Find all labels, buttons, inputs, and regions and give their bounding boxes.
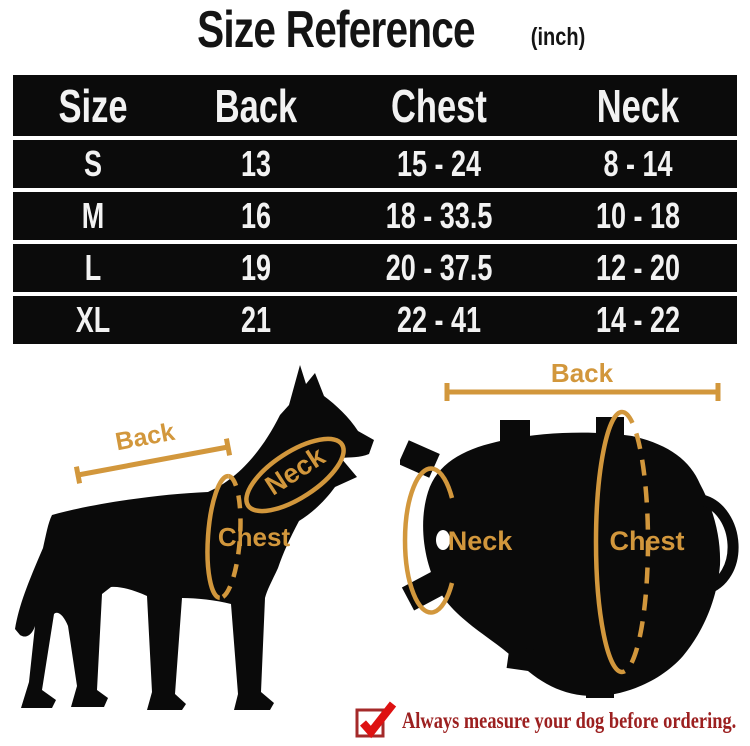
- title-text: Size Reference: [197, 1, 475, 59]
- checkbox-checked-icon: [355, 701, 397, 739]
- harness-top-strap-tab: [500, 420, 530, 444]
- title-unit: (inch): [530, 23, 586, 51]
- dog-chest-girth-dashed-arc: [219, 473, 243, 601]
- harness-chest-girth-solid-arc: [593, 409, 623, 675]
- dog-neck-girth-ellipse: [244, 436, 346, 514]
- page-title: Size Reference (inch): [0, 2, 750, 58]
- table-cell: 8 - 14: [603, 143, 673, 184]
- table-cell: L: [84, 247, 102, 288]
- table-cell: 19: [240, 247, 272, 288]
- table-cell: 16: [240, 195, 272, 236]
- table-cell: 10 - 18: [595, 195, 681, 236]
- harness-bottom-strap-tab: [506, 646, 538, 672]
- column-header-back: Back: [214, 79, 298, 132]
- harness-back-label: Back: [551, 360, 614, 388]
- harness-handle: [700, 494, 739, 596]
- dog-chest-girth-solid-arc: [205, 473, 229, 601]
- table-cell: 21: [240, 299, 272, 340]
- dog-back-label: Back: [113, 418, 177, 456]
- dog-measurement-diagram: Back Neck Chest: [15, 365, 374, 710]
- column-header-chest: Chest: [391, 79, 487, 132]
- measure-reminder-note: Always measure your dog before ordering.: [352, 698, 750, 744]
- table-cell: 12 - 20: [595, 247, 681, 288]
- harness-neck-label: Neck: [448, 526, 514, 556]
- harness-measurement-diagram: Back Neck Chest: [400, 360, 739, 698]
- dog-silhouette: [15, 365, 374, 710]
- harness-chest-girth-dashed-arc: [621, 409, 651, 675]
- harness-chest-label: Chest: [609, 526, 684, 556]
- table-cell: 20 - 37.5: [385, 247, 493, 288]
- dog-back-measure-tick-left: [73, 466, 83, 484]
- table-cell: M: [81, 195, 105, 236]
- harness-buckle-ring: [436, 530, 450, 550]
- column-header-size: Size: [58, 79, 128, 132]
- note-text: Always measure your dog before ordering.: [402, 708, 737, 733]
- table-row: M 16 18 - 33.5 10 - 18: [13, 192, 737, 240]
- table-header-row: Size Back Chest Neck: [13, 75, 737, 136]
- table-cell: 13: [240, 143, 272, 184]
- table-row: XL 21 22 - 41 14 - 22: [13, 296, 737, 344]
- table-cell: S: [83, 143, 102, 184]
- table-cell: 14 - 22: [595, 299, 681, 340]
- harness-bottom-strap-tab: [586, 682, 614, 698]
- column-header-neck: Neck: [596, 79, 680, 132]
- table-row: L 19 20 - 37.5 12 - 20: [13, 244, 737, 292]
- harness-left-strap-tab: [401, 571, 445, 611]
- harness-neck-girth-arc: [402, 466, 455, 615]
- dog-back-measure-line: [77, 444, 229, 478]
- table-cell: XL: [75, 299, 111, 340]
- table-row: S 13 15 - 24 8 - 14: [13, 140, 737, 188]
- table-cell: 18 - 33.5: [385, 195, 493, 236]
- size-table: Size Back Chest Neck S 13 15 - 24 8 - 14…: [13, 75, 737, 344]
- table-cell: 15 - 24: [396, 143, 482, 184]
- harness-silhouette: [423, 432, 721, 696]
- table-cell: 22 - 41: [396, 299, 482, 340]
- dog-chest-label: Chest: [218, 522, 291, 552]
- dog-back-measure-tick-right: [223, 438, 233, 456]
